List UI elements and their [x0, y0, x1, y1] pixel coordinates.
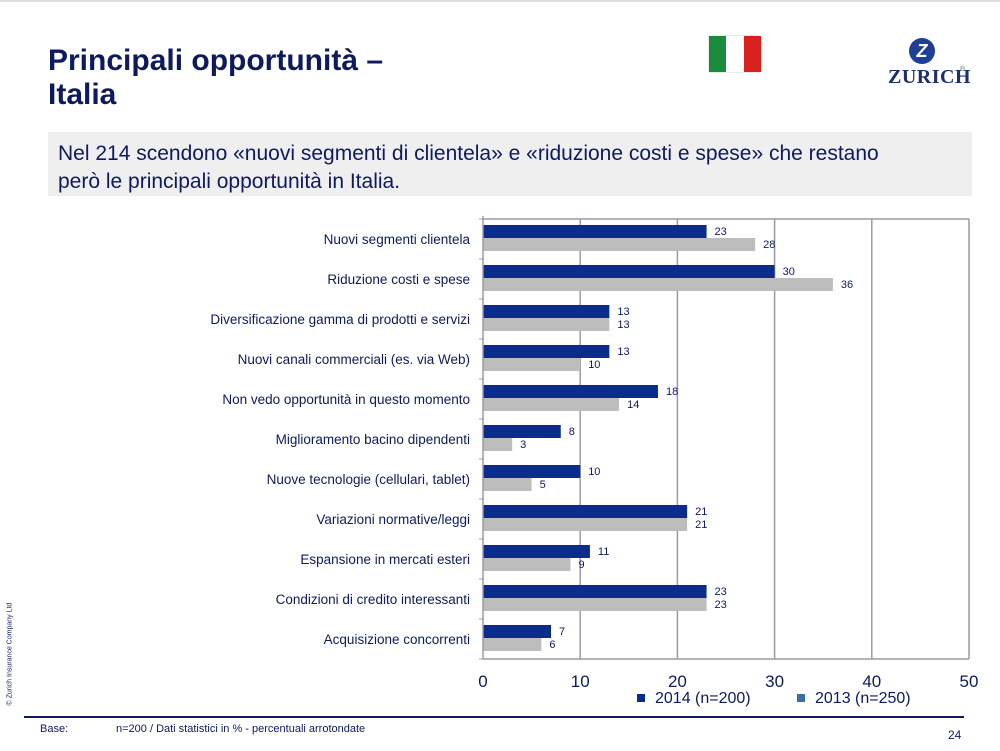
bar-2013: [483, 398, 620, 411]
bar-2014: [483, 585, 707, 598]
key-message-line-1: Nel 214 scendono «nuovi segmenti di clie…: [58, 142, 879, 165]
data-label-2014: 11: [598, 546, 609, 558]
category-label: Diversificazione gamma di prodotti e ser…: [210, 312, 470, 327]
bar-2014: [483, 545, 590, 558]
data-label-2013: 23: [715, 599, 727, 611]
bar-2013: [483, 518, 688, 531]
footer-base-label: Base:: [40, 723, 69, 735]
bar-2014: [483, 345, 610, 358]
bar-2013: [483, 278, 833, 291]
data-label-2014: 18: [666, 386, 678, 398]
bar-2013: [483, 478, 532, 491]
data-label-2013: 36: [841, 279, 853, 291]
page-number: 24: [948, 728, 962, 742]
bar-2013: [483, 638, 542, 651]
category-label: Condizioni di credito interessanti: [276, 592, 470, 607]
top-border: [0, 0, 1000, 2]
bar-2013: [483, 318, 610, 331]
data-label-2014: 13: [617, 346, 629, 358]
bar-2014: [483, 265, 775, 278]
x-tick-label: 30: [765, 672, 784, 691]
footer-divider: [24, 716, 964, 718]
chart-bars: [483, 225, 833, 651]
chart-labels: Nuovi segmenti clientela 23 28 Riduzione co…: [210, 226, 853, 651]
bar-2014: [483, 225, 707, 238]
italy-flag-icon: [709, 36, 761, 72]
x-tick-label: 40: [862, 672, 881, 691]
footer-note: n=200 / Dati statistici in % - percentua…: [116, 723, 366, 735]
data-label-2014: 7: [559, 626, 565, 638]
chart-legend: 2014 (n=200) 2013 (n=250): [637, 690, 911, 707]
data-label-2014: 21: [695, 506, 707, 518]
key-message-line-2: però le principali opportunità in Italia…: [58, 170, 401, 193]
data-label-2013: 3: [520, 439, 526, 451]
flag-stripe-white: [726, 36, 744, 72]
bar-2013: [483, 598, 707, 611]
data-label-2013: 5: [540, 479, 546, 491]
bar-2014: [483, 305, 610, 318]
data-label-2013: 21: [695, 519, 707, 531]
x-tick-label: 10: [571, 672, 590, 691]
bar-2013: [483, 438, 513, 451]
flag-stripe-green: [709, 36, 727, 72]
bar-2014: [483, 505, 688, 518]
copyright-text: © Zurich Insurance Company Ltd: [6, 602, 14, 706]
category-label: Acquisizione concorrenti: [324, 632, 470, 647]
bar-2014: [483, 385, 658, 398]
data-label-2014: 13: [617, 306, 629, 318]
bar-2013: [483, 358, 581, 371]
data-label-2013: 9: [578, 559, 584, 571]
category-label: Nuovi segmenti clientela: [324, 232, 471, 247]
key-message: Nel 214 scendono «nuovi segmenti di clie…: [58, 140, 879, 196]
title-line-1: Principali opportunità –: [48, 44, 384, 77]
bar-2014: [483, 465, 581, 478]
flag-stripe-red: [743, 36, 761, 72]
legend-label: 2014 (n=200): [655, 690, 751, 707]
category-label: Nuove tecnologie (cellulari, tablet): [267, 472, 470, 487]
data-label-2014: 8: [569, 426, 575, 438]
bar-2013: [483, 238, 756, 251]
category-label: Riduzione costi e spese: [327, 272, 470, 287]
zurich-logo-text: ZURICH: [888, 66, 972, 88]
data-label-2013: 13: [617, 319, 629, 331]
data-label-2014: 30: [783, 266, 795, 278]
bar-2014: [483, 625, 552, 638]
legend-label: 2013 (n=250): [815, 690, 911, 707]
data-label-2013: 6: [549, 639, 555, 651]
data-label-2013: 10: [588, 359, 600, 371]
category-label: Variazioni normative/leggi: [316, 512, 470, 527]
category-label: Miglioramento bacino dipendenti: [276, 432, 470, 447]
data-label-2013: 14: [627, 399, 639, 411]
data-label-2014: 23: [715, 226, 727, 238]
category-label: Non vedo opportunità in questo momento: [222, 392, 470, 407]
chart-axis: 0 10 20 30 40 50: [478, 216, 978, 691]
legend-swatch-icon: [797, 694, 805, 702]
page-title: Principali opportunità – Italia: [48, 44, 383, 112]
x-tick-label: 0: [478, 672, 487, 691]
x-tick-label: 50: [960, 672, 979, 691]
registered-mark: ®: [960, 66, 966, 73]
zurich-logo: Z ZURICH ®: [880, 36, 972, 92]
legend-swatch-icon: [637, 694, 645, 702]
category-label: Espansione in mercati esteri: [300, 552, 470, 567]
data-label-2014: 10: [588, 466, 600, 478]
data-label-2013: 28: [763, 239, 775, 251]
category-label: Nuovi canali commerciali (es. via Web): [238, 352, 470, 367]
data-label-2014: 23: [715, 586, 727, 598]
key-message-box: Nel 214 scendono «nuovi segmenti di clie…: [48, 132, 972, 196]
title-line-2: Italia: [48, 78, 117, 111]
bar-2014: [483, 425, 561, 438]
x-tick-label: 20: [668, 672, 687, 691]
bar-2013: [483, 558, 571, 571]
zurich-logo-mark-icon: Z: [909, 38, 935, 64]
